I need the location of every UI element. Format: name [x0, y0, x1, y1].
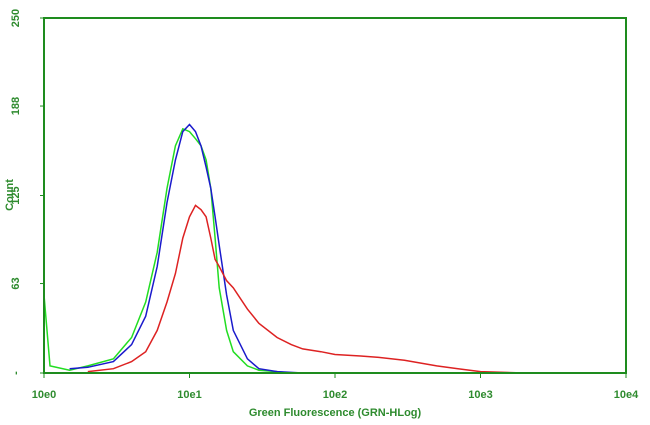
- x-tick-label: 10e3: [468, 389, 492, 401]
- histogram-line: [87, 204, 525, 374]
- y-tick-label: 63: [10, 277, 22, 289]
- x-tick-label: 10e2: [323, 389, 347, 401]
- x-tick-label: 10e0: [32, 389, 56, 401]
- x-tick-label: 10e4: [614, 389, 639, 401]
- y-tick-label: 125: [10, 186, 22, 204]
- y-tick-label: 250: [10, 9, 22, 27]
- histogram-line: [43, 127, 292, 374]
- histogram-line: [69, 123, 303, 374]
- y-tick-label: -: [10, 371, 22, 375]
- x-tick-label: 10e1: [177, 389, 201, 401]
- y-tick-label: 188: [10, 97, 22, 115]
- plot-frame: [43, 17, 627, 374]
- y-axis-label: Count: [4, 179, 16, 211]
- x-axis-label: Green Fluorescence (GRN-HLog): [249, 407, 422, 419]
